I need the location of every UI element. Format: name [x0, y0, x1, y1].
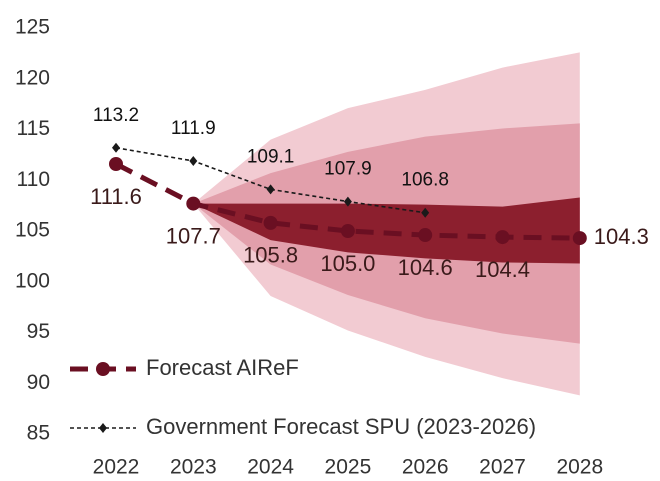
y-tick-label: 90: [27, 371, 50, 394]
y-tick-label: 110: [17, 168, 50, 191]
x-tick-label: 2027: [479, 456, 526, 479]
y-tick-label: 85: [27, 422, 50, 445]
y-tick-label: 100: [15, 269, 50, 292]
data-label: 111.9: [171, 118, 216, 139]
data-label: 106.8: [401, 170, 449, 191]
series-line: [115, 146, 426, 214]
legend-marker: [96, 362, 110, 376]
data-label: 109.1: [247, 146, 295, 167]
x-tick-label: 2026: [402, 456, 449, 479]
data-label: 111.6: [90, 184, 142, 209]
point: [340, 224, 355, 238]
x-tick-label: 2024: [247, 456, 294, 479]
point: [266, 184, 275, 195]
point: [495, 230, 510, 245]
x-tick-label: 2022: [93, 456, 140, 479]
data-label: 107.7: [166, 223, 221, 248]
y-tick-label: 95: [27, 320, 50, 343]
point: [189, 155, 198, 166]
y-tick-label: 105: [15, 219, 50, 242]
y-tick-label: 120: [15, 66, 50, 89]
data-label: 105.8: [243, 243, 298, 268]
point: [112, 142, 120, 153]
data-label: 104.6: [398, 255, 453, 280]
y-tick-label: 115: [17, 117, 50, 140]
point: [418, 228, 433, 243]
point: [421, 207, 430, 218]
data-label: 104.3: [594, 224, 649, 249]
legend-marker: [99, 423, 107, 433]
x-tick-label: 2025: [325, 456, 372, 479]
data-label: 104.4: [475, 257, 530, 282]
point: [343, 196, 352, 207]
legend-label: Government Forecast SPU (2023-2026): [146, 414, 536, 439]
point: [109, 157, 123, 172]
point: [186, 196, 201, 211]
x-tick-label: 2023: [170, 456, 217, 479]
data-label: 113.2: [93, 105, 139, 126]
y-tick-label: 125: [15, 16, 50, 39]
x-tick-label: 2028: [556, 456, 603, 479]
data-label: 105.0: [320, 251, 375, 276]
point: [572, 231, 587, 246]
data-label: 107.9: [324, 159, 372, 180]
fan-band: [193, 197, 580, 264]
legend-label: Forecast AIReF: [146, 355, 299, 380]
point: [263, 215, 278, 230]
